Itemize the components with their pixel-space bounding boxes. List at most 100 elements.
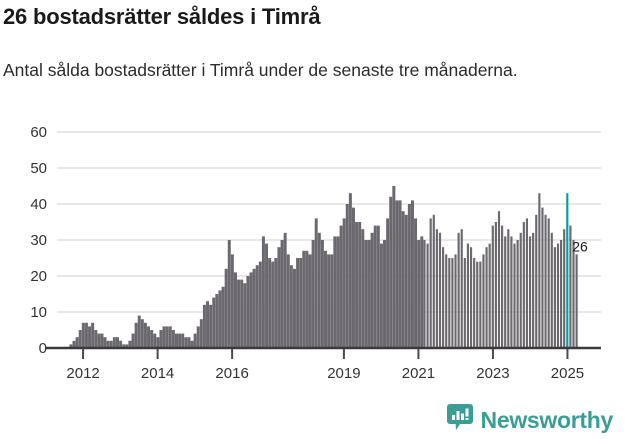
bar [237,279,241,348]
bar [150,330,154,348]
bar [501,225,504,348]
bar [125,344,129,348]
bar [143,322,147,348]
bar [407,204,411,348]
bar [302,250,306,348]
highlighted-bar [566,193,569,348]
bar [504,236,507,348]
bar [535,214,538,348]
bar [414,218,418,348]
bar [398,200,402,348]
bar [97,333,101,348]
bar [261,236,265,348]
bar [314,218,318,348]
x-tick-label: 2025 [551,365,584,378]
bar [178,333,182,348]
bar [438,232,442,348]
bar [432,214,435,348]
y-tick-label: 30 [30,232,47,249]
bar [516,240,519,348]
bar [448,258,451,348]
bar [88,326,92,348]
bar [109,340,113,348]
bar [258,261,262,348]
bar [308,254,312,348]
y-axis-labels: 0 10 20 30 40 50 60 [30,124,47,357]
bar [168,326,172,348]
bar [348,193,352,348]
bar [463,258,466,348]
bar [221,286,225,348]
bar [324,250,328,348]
bar [479,261,482,348]
bar [106,340,110,348]
bar [513,243,516,348]
bar [283,232,287,348]
bar [230,254,234,348]
bar [392,186,396,348]
bar [351,207,355,348]
bar [556,243,560,348]
x-tick-label: 2016 [215,365,248,378]
bar [147,326,151,348]
bar [401,211,405,348]
bar [156,337,160,348]
bar [410,200,414,348]
bar [510,236,513,348]
bar [454,254,457,348]
bar [81,322,85,348]
bar [134,322,138,348]
x-tick-label: 2014 [141,365,174,378]
bar [528,236,532,348]
bar [196,326,200,348]
bar [140,319,144,348]
bar [165,326,169,348]
bar [358,222,362,348]
bar [72,340,76,348]
x-axis-ticks [82,349,569,359]
bar [296,258,300,348]
bar [442,247,445,348]
bar [224,268,228,348]
bar [423,240,426,348]
bar [289,265,293,348]
bar [466,243,470,348]
bar [491,225,494,348]
bar [206,301,210,348]
bar [240,279,244,348]
bar [215,294,219,348]
bar [361,229,365,348]
bar-chart-speech-bubble-icon [446,404,473,436]
bar [280,240,284,348]
bar [202,304,206,348]
bar [336,236,340,348]
bar [317,232,321,348]
bar [199,319,203,348]
x-tick-label: 2021 [402,365,435,378]
value-annotation: 26 [572,238,588,254]
newsworthy-logo[interactable]: Newsworthy [446,404,613,436]
bar [69,344,73,348]
bar [159,330,163,348]
bar [174,333,178,348]
bar [255,265,259,348]
bar [305,250,309,348]
bar [137,315,141,348]
page-title: 26 bostadsrätter såldes i Timrå [3,4,321,29]
bar [532,232,535,348]
bar [330,254,334,348]
bar [507,229,510,348]
bar [119,340,123,348]
bar [575,254,578,348]
bar [445,254,448,348]
bar [560,240,563,348]
bar [243,283,247,348]
bar [84,322,88,348]
page-subtitle: Antal sålda bostadsrätter i Timrå under … [3,60,518,80]
bar [429,218,432,348]
bar [128,340,132,348]
bar [299,258,303,348]
bar [383,240,387,348]
